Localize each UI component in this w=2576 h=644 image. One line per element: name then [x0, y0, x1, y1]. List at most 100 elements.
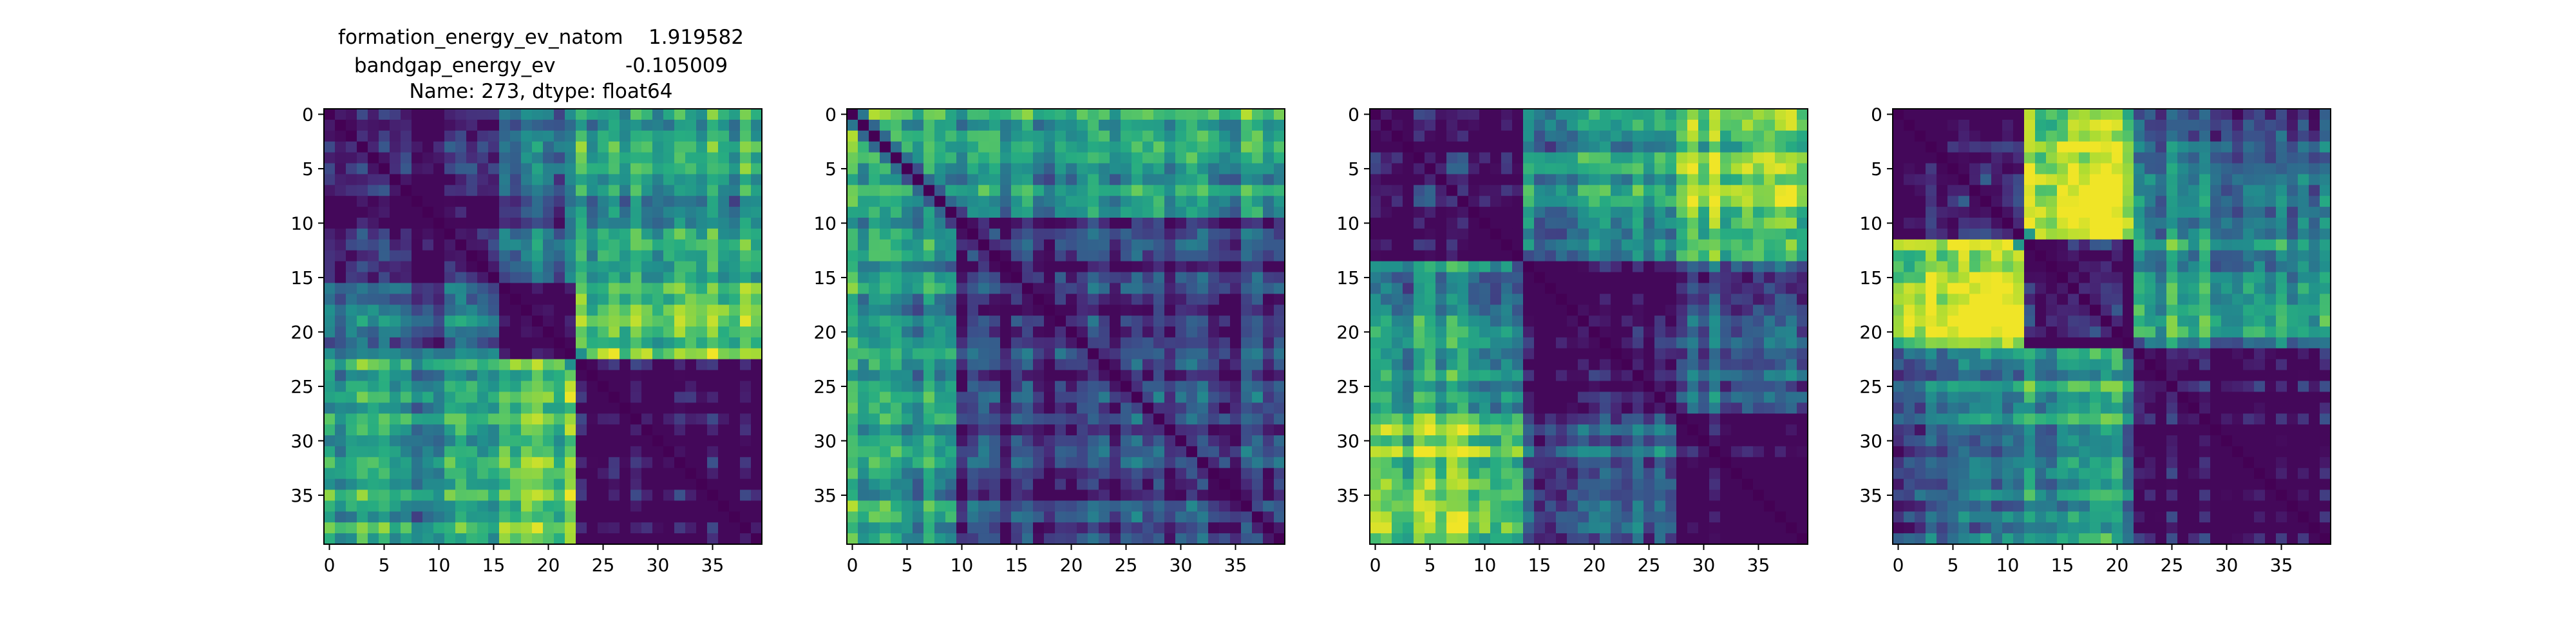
heatmap-cell — [1742, 392, 1754, 403]
heatmap-cell — [1153, 370, 1165, 382]
heatmap-cell — [554, 141, 565, 153]
heatmap-cell — [1643, 435, 1655, 447]
heatmap-cell — [1709, 305, 1721, 316]
heatmap-cell — [368, 141, 379, 153]
heatmap-cell — [1797, 305, 1808, 316]
heatmap-cell — [324, 196, 336, 207]
heatmap-cell — [335, 239, 346, 251]
heatmap-cell — [847, 119, 858, 131]
heatmap-cell — [1011, 468, 1023, 480]
heatmap-cell — [1665, 316, 1677, 327]
heatmap-cell — [1446, 239, 1458, 251]
heatmap-cell — [1775, 337, 1786, 349]
heatmap-cell — [945, 141, 957, 153]
heatmap-cell — [718, 174, 730, 185]
heatmap-cell — [1512, 468, 1524, 480]
heatmap-cell — [357, 424, 368, 436]
heatmap-cell — [1425, 381, 1436, 392]
heatmap-cell — [1414, 152, 1425, 164]
heatmap-cell — [412, 392, 423, 403]
heatmap-cell — [1219, 478, 1231, 491]
heatmap-cell — [1479, 500, 1491, 512]
heatmap-cell — [1720, 522, 1732, 534]
heatmap-cell — [1742, 130, 1754, 142]
heatmap-cell — [587, 207, 598, 218]
heatmap-cell — [1654, 359, 1666, 371]
heatmap-cell — [1698, 163, 1710, 175]
heatmap-cell — [368, 468, 379, 480]
heatmap-cell — [1446, 119, 1458, 131]
heatmap-cell — [1121, 489, 1132, 501]
heatmap-cell — [729, 381, 741, 392]
heatmap-cell — [444, 435, 456, 447]
heatmap-cell — [1099, 239, 1110, 251]
heatmap-cell — [1698, 327, 1710, 338]
heatmap-cell — [1676, 207, 1688, 218]
heatmap-cell — [707, 457, 719, 469]
heatmap-cell — [1633, 305, 1644, 316]
heatmap-cell — [934, 370, 946, 382]
heatmap-cell — [324, 402, 336, 414]
heatmap-cell — [1786, 109, 1797, 120]
heatmap-cell — [1110, 446, 1121, 458]
heatmap-cell — [880, 522, 891, 534]
heatmap-cell — [1556, 446, 1567, 458]
heatmap-cell — [1033, 522, 1045, 534]
heatmap-cell — [379, 348, 390, 360]
heatmap-cell — [869, 413, 880, 425]
heatmap-cell — [510, 272, 522, 283]
heatmap-cell — [1457, 305, 1469, 316]
heatmap-cell — [847, 207, 858, 218]
heatmap-cell — [1132, 489, 1143, 501]
heatmap-cell — [1512, 489, 1524, 501]
heatmap-cell — [1633, 239, 1644, 251]
heatmap-cell — [1230, 392, 1242, 403]
heatmap-cell — [1947, 130, 1959, 142]
heatmap-cell — [1425, 141, 1436, 153]
heatmap-cell — [663, 283, 675, 294]
heatmap-cell — [902, 109, 913, 120]
heatmap-cell — [466, 283, 478, 294]
heatmap-cell — [324, 316, 336, 327]
heatmap-cell — [532, 152, 544, 164]
heatmap-cell — [1731, 468, 1743, 480]
heatmap-cell — [1241, 174, 1253, 185]
heatmap-cell — [1392, 294, 1403, 305]
heatmap-cell — [1611, 119, 1622, 131]
heatmap-cell — [609, 500, 620, 512]
heatmap-cell — [1490, 141, 1502, 153]
heatmap-cell — [510, 413, 522, 425]
heatmap-cell — [598, 185, 609, 196]
heatmap-cell — [923, 239, 935, 251]
heatmap-cell — [858, 468, 869, 480]
heatmap-cell — [1742, 196, 1754, 207]
heatmap-cell — [1208, 130, 1220, 142]
heatmap-cell — [967, 163, 979, 175]
heatmap-cell — [751, 196, 762, 207]
heatmap-cell — [1753, 370, 1765, 382]
heatmap-cell — [1534, 500, 1546, 512]
heatmap-cell — [1121, 185, 1132, 196]
heatmap-cell — [1142, 305, 1154, 316]
heatmap-cell — [1230, 337, 1242, 349]
heatmap-cell — [913, 370, 924, 382]
heatmap-cell — [2123, 109, 2134, 120]
heatmap-cell — [532, 250, 544, 262]
heatmap-cell — [1611, 392, 1622, 403]
heatmap-cell — [1381, 272, 1392, 283]
heatmap-cell — [674, 500, 686, 512]
heatmap-cell — [1263, 337, 1274, 349]
heatmap-cell — [685, 522, 697, 534]
heatmap-cell — [1676, 152, 1688, 164]
heatmap-cell — [1786, 163, 1797, 175]
heatmap-cell — [1709, 348, 1721, 360]
heatmap-cell — [1022, 239, 1034, 251]
heatmap-cell — [1567, 163, 1578, 175]
heatmap-cell — [1567, 272, 1578, 283]
heatmap-cell — [1523, 305, 1535, 316]
heatmap-cell — [598, 424, 609, 436]
heatmap-cell — [1578, 261, 1589, 273]
heatmap-cell — [565, 500, 576, 512]
heatmap-cell — [499, 228, 511, 240]
heatmap-cell — [1230, 228, 1242, 240]
